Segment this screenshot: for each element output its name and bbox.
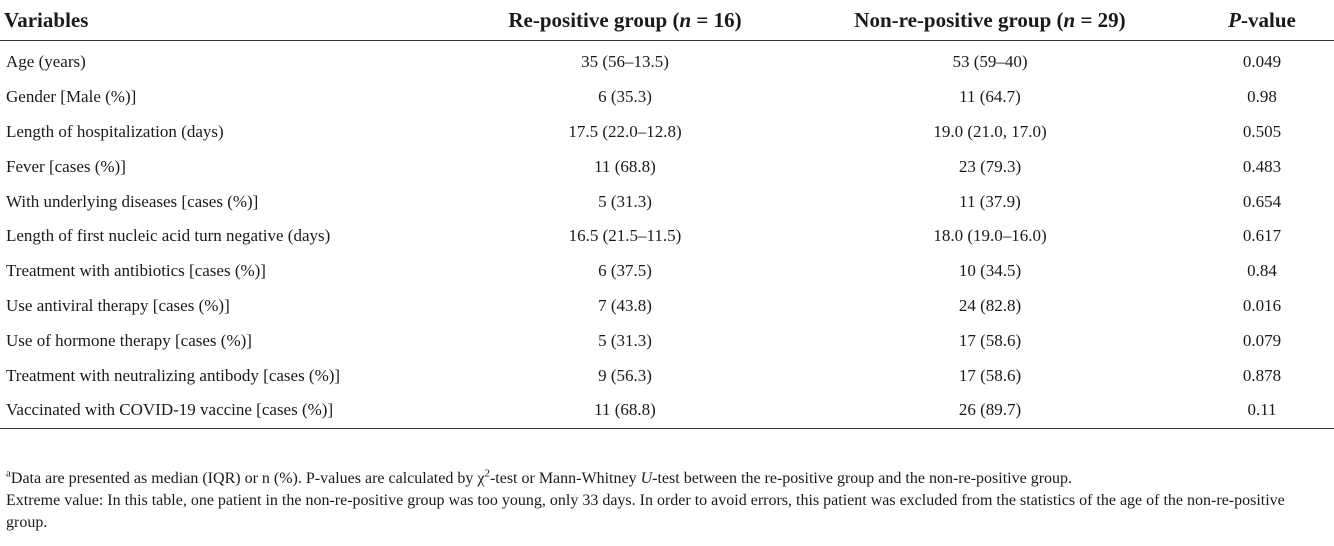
cell-repositive: 5 (31.3) <box>598 330 652 350</box>
cell-variable: With underlying diseases [cases (%)] <box>6 191 259 211</box>
table-header: Variables Re-positive group (n = 16) Non… <box>0 0 1334 41</box>
header-variables: Variables <box>0 0 460 41</box>
header-pvalue: P-value <box>1190 0 1334 41</box>
cell-variable: Vaccinated with COVID-19 vaccine [cases … <box>0 392 460 429</box>
cell-pvalue: 0.878 <box>1242 365 1282 385</box>
cell-pvalue: 0.049 <box>1242 52 1282 72</box>
footnote-superscript: 2 <box>484 467 490 480</box>
cell-repositive: 11 (68.8) <box>594 156 656 176</box>
header-repositive-n-value: = 16) <box>691 7 742 32</box>
footnote-a: aData are presented as median (IQR) or n… <box>6 468 1328 490</box>
footnote-text-3: -test between the re-positive group and … <box>652 470 1073 487</box>
table-body: Age (years) 35 (56–13.5) 53 (59–40) 0.049 Ge… <box>0 41 1334 429</box>
header-repositive: Re-positive group (n = 16) <box>460 0 790 41</box>
table-row: Treatment with antibiotics [cases (%)] 6 … <box>0 254 1334 289</box>
table-row: With underlying diseases [cases (%)] 5 (3… <box>0 184 1334 219</box>
extreme-value-note: Extreme value: In this table, one patien… <box>6 492 1285 531</box>
cell-nonrepositive: 11 (37.9) <box>959 191 1021 211</box>
header-pvalue-symbol: P <box>1228 7 1241 32</box>
cell-nonrepositive: 18.0 (19.0–16.0) <box>933 226 1047 246</box>
table-row: Length of hospitalization (days) 17.5 (22… <box>0 115 1334 150</box>
cell-pvalue: 0.079 <box>1242 330 1282 350</box>
cell-pvalue: 0.617 <box>1242 226 1282 246</box>
table-row: Age (years) 35 (56–13.5) 53 (59–40) 0.049 <box>0 41 1334 80</box>
header-nonrepositive: Non-re-positive group (n = 29) <box>790 0 1190 41</box>
header-repositive-label: Re-positive group ( <box>508 7 680 32</box>
cell-repositive: 7 (43.8) <box>598 295 652 315</box>
header-nonrepositive-label: Non-re-positive group ( <box>854 7 1064 32</box>
header-repositive-n-symbol: n <box>679 7 692 32</box>
cell-variable: Length of hospitalization (days) <box>6 121 224 141</box>
cell-nonrepositive: 10 (34.5) <box>958 261 1022 281</box>
cell-pvalue: 0.654 <box>1242 191 1282 211</box>
table-row: Gender [Male (%)] 6 (35.3) 11 (64.7) 0.98 <box>0 80 1334 115</box>
table-notes: aData are presented as median (IQR) or n… <box>6 468 1328 534</box>
cell-nonrepositive: 23 (79.3) <box>958 156 1022 176</box>
header-variables-text: Variables <box>4 7 89 32</box>
cell-nonrepositive: 24 (82.8) <box>958 295 1022 315</box>
cell-nonrepositive: 26 (89.7) <box>790 392 1190 429</box>
cell-pvalue: 0.11 <box>1190 392 1334 429</box>
cell-variable: Treatment with neutralizing antibody [ca… <box>6 365 341 385</box>
cell-repositive: 16.5 (21.5–11.5) <box>568 226 682 246</box>
footnote-u-symbol: U <box>640 470 653 487</box>
table-row: Length of first nucleic acid turn negati… <box>0 219 1334 254</box>
cell-repositive: 6 (37.5) <box>598 261 652 281</box>
cell-variable: Fever [cases (%)] <box>6 156 126 176</box>
footnote-text-2: -test or Mann-Whitney <box>489 470 641 487</box>
comparison-table: Variables Re-positive group (n = 16) Non… <box>0 0 1334 429</box>
cell-repositive: 6 (35.3) <box>598 87 652 107</box>
cell-repositive: 9 (56.3) <box>598 365 652 385</box>
data-table-container: Variables Re-positive group (n = 16) Non… <box>0 0 1334 429</box>
cell-pvalue: 0.84 <box>1247 261 1277 281</box>
header-nonrepositive-n-value: = 29) <box>1075 7 1126 32</box>
footnote-text-1: Data are presented as median (IQR) or n … <box>10 470 485 487</box>
cell-nonrepositive: 53 (59–40) <box>952 52 1028 72</box>
cell-variable: Length of first nucleic acid turn negati… <box>6 226 331 246</box>
table-row: Use of hormone therapy [cases (%)] 5 (31.… <box>0 323 1334 358</box>
footnote-marker: a <box>6 467 11 480</box>
cell-variable: Gender [Male (%)] <box>6 87 137 107</box>
cell-variable: Age (years) <box>6 52 86 72</box>
table-row: Treatment with neutralizing antibody [ca… <box>0 358 1334 393</box>
table-row: Use antiviral therapy [cases (%)] 7 (43.8… <box>0 289 1334 324</box>
cell-variable: Use of hormone therapy [cases (%)] <box>6 330 252 350</box>
cell-repositive: 35 (56–13.5) <box>581 52 669 72</box>
cell-repositive: 5 (31.3) <box>598 191 652 211</box>
cell-pvalue: 0.016 <box>1242 295 1282 315</box>
cell-variable: Treatment with antibiotics [cases (%)] <box>6 261 266 281</box>
header-nonrepositive-n-symbol: n <box>1063 7 1076 32</box>
header-pvalue-suffix: -value <box>1241 7 1296 32</box>
table-row: Vaccinated with COVID-19 vaccine [cases … <box>0 392 1334 429</box>
cell-repositive: 11 (68.8) <box>460 392 790 429</box>
cell-repositive: 17.5 (22.0–12.8) <box>568 121 682 141</box>
cell-pvalue: 0.505 <box>1242 121 1282 141</box>
cell-nonrepositive: 17 (58.6) <box>958 330 1022 350</box>
cell-pvalue: 0.98 <box>1247 87 1277 107</box>
cell-nonrepositive: 17 (58.6) <box>958 365 1022 385</box>
table-row: Fever [cases (%)] 11 (68.8) 23 (79.3) 0.483 <box>0 149 1334 184</box>
cell-variable: Use antiviral therapy [cases (%)] <box>6 295 230 315</box>
cell-nonrepositive: 19.0 (21.0, 17.0) <box>933 121 1047 141</box>
cell-pvalue: 0.483 <box>1242 156 1282 176</box>
cell-nonrepositive: 11 (64.7) <box>959 87 1021 107</box>
header-row: Variables Re-positive group (n = 16) Non… <box>0 0 1334 41</box>
